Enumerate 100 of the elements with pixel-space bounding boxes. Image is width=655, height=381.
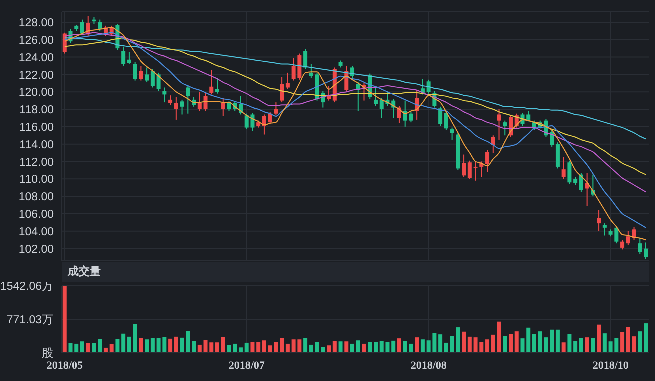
candlestick <box>168 95 173 106</box>
bar <box>591 338 596 353</box>
candlestick <box>462 154 466 178</box>
bar <box>491 334 496 353</box>
bar <box>374 342 378 353</box>
y-tick-label: 108.00 <box>18 192 54 204</box>
candlestick <box>444 110 448 131</box>
bar <box>574 341 578 353</box>
y-tick-label: 118.00 <box>20 104 54 117</box>
chart-title: 成交量 <box>62 262 649 282</box>
candlestick <box>139 65 144 82</box>
bar <box>227 345 232 353</box>
candlestick <box>198 92 202 112</box>
bar <box>238 348 243 353</box>
bar <box>80 342 84 353</box>
bar <box>110 344 114 353</box>
x-tick-label: 2018/10 <box>592 360 630 372</box>
candlestick <box>503 120 508 136</box>
y-tick-label: 116.00 <box>20 122 54 134</box>
candlestick <box>568 160 572 185</box>
bar <box>620 332 625 353</box>
candlestick <box>274 102 278 116</box>
bar <box>602 334 607 353</box>
y-tick-label: 102.00 <box>18 244 54 256</box>
candlestick <box>150 68 155 88</box>
candlestick <box>304 48 308 70</box>
x-tick-label: 2018/08 <box>410 360 448 372</box>
candlestick <box>556 142 560 170</box>
bar <box>309 344 314 353</box>
y-tick-label: 104.00 <box>18 226 54 238</box>
bar <box>92 343 96 353</box>
bar <box>221 337 226 353</box>
bar <box>468 336 472 353</box>
candlestick <box>638 238 642 255</box>
y-tick-label: 112.00 <box>20 156 54 169</box>
bar <box>286 344 290 353</box>
x-tick-label: 2018/07 <box>228 360 266 372</box>
candlestick <box>632 226 636 241</box>
bar <box>116 339 120 353</box>
bar <box>368 342 372 353</box>
bar <box>332 341 337 353</box>
bar <box>486 340 490 353</box>
bar <box>139 338 144 353</box>
bar <box>444 342 448 353</box>
bar <box>550 330 554 353</box>
y-tick-label: 114.00 <box>20 139 54 152</box>
bar <box>497 322 502 353</box>
bar <box>150 338 155 353</box>
candlestick <box>221 98 226 117</box>
bar <box>250 342 255 353</box>
bar <box>356 340 360 353</box>
bar <box>350 344 355 353</box>
candlestick <box>486 150 490 173</box>
candlestick <box>204 92 208 112</box>
candlestick <box>597 210 602 232</box>
candlestick <box>80 19 84 36</box>
candlestick <box>145 67 150 84</box>
candlestick <box>602 223 607 236</box>
candlestick <box>186 86 190 114</box>
candlestick <box>474 161 478 182</box>
candlestick <box>468 160 472 180</box>
candlestick <box>268 112 272 125</box>
candlestick <box>210 70 214 96</box>
bar <box>503 336 508 353</box>
y-tick-label: 122.00 <box>18 70 54 82</box>
bar <box>462 332 466 353</box>
bar <box>262 340 266 353</box>
candlestick <box>426 79 431 94</box>
bar <box>98 339 102 353</box>
bar <box>362 344 366 353</box>
bar <box>514 332 519 353</box>
bar <box>632 336 636 353</box>
bar <box>420 340 425 353</box>
bar <box>244 342 249 353</box>
candlestick <box>579 172 584 193</box>
candlestick <box>309 64 314 79</box>
bar <box>122 334 126 353</box>
bar <box>145 340 150 353</box>
bar <box>338 342 343 353</box>
bar <box>127 336 132 353</box>
y-tick-label: 128.00 <box>18 18 54 30</box>
bar <box>216 342 220 353</box>
candlestick <box>620 240 625 250</box>
bar <box>174 336 178 353</box>
bar <box>638 332 642 353</box>
y-tick-label: 106.00 <box>18 209 54 222</box>
candlestick <box>122 46 126 66</box>
bar <box>585 338 590 353</box>
bar <box>644 324 648 353</box>
bar <box>438 334 443 353</box>
candlestick <box>162 87 167 104</box>
candlestick <box>227 101 232 112</box>
bar <box>256 342 261 353</box>
bar <box>526 328 531 353</box>
bar <box>562 342 566 353</box>
bar <box>579 338 584 353</box>
candlestick <box>491 135 496 154</box>
y-tick-label: 120.00 <box>18 87 54 100</box>
bar <box>304 338 308 353</box>
candlestick <box>127 52 132 65</box>
